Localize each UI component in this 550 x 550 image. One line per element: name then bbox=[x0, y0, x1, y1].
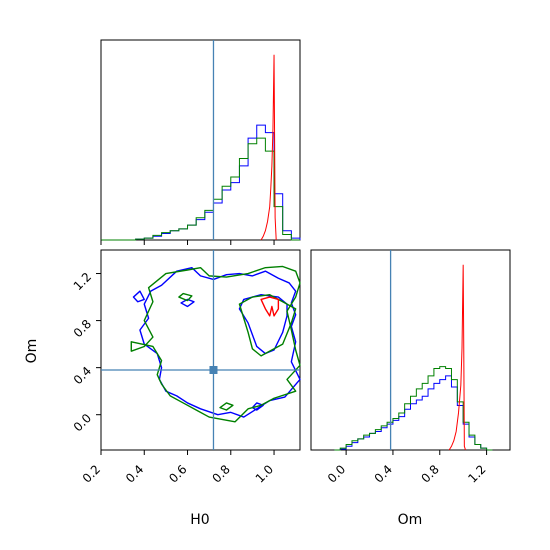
contour-green-1 bbox=[238, 294, 297, 357]
contour-green-2 bbox=[178, 292, 193, 302]
contour-blue-4 bbox=[251, 402, 264, 411]
h0-histogram-panel bbox=[100, 39, 301, 241]
joint-truth-lines bbox=[101, 250, 300, 450]
contour-blue-1 bbox=[238, 294, 288, 355]
x-axis-label-h0: H0 bbox=[190, 512, 209, 528]
truth-marker bbox=[209, 366, 218, 374]
contour-green-3 bbox=[219, 402, 234, 411]
om-hist-frame bbox=[310, 249, 511, 451]
h0-om-contour-panel bbox=[100, 249, 301, 451]
h0-hist-frame bbox=[100, 39, 301, 241]
contour-blue-3 bbox=[180, 298, 195, 308]
om-hist-peak-red bbox=[448, 264, 466, 451]
contour-blue-2 bbox=[132, 290, 145, 303]
contour-blue-0 bbox=[139, 266, 301, 418]
contour-green-0 bbox=[130, 265, 301, 423]
y-axis-label-om: Om bbox=[24, 339, 40, 364]
x-axis-label-om: Om bbox=[398, 512, 423, 528]
h0-hist-step-green bbox=[101, 137, 300, 241]
h0-om-contours bbox=[130, 265, 301, 423]
contour-red-0 bbox=[260, 296, 280, 317]
om-histogram-panel bbox=[310, 249, 511, 451]
joint-frame bbox=[100, 249, 301, 451]
h0-hist-peak-red bbox=[260, 54, 277, 241]
om-histogram-series bbox=[334, 264, 493, 451]
h0-histogram-series bbox=[101, 54, 301, 241]
